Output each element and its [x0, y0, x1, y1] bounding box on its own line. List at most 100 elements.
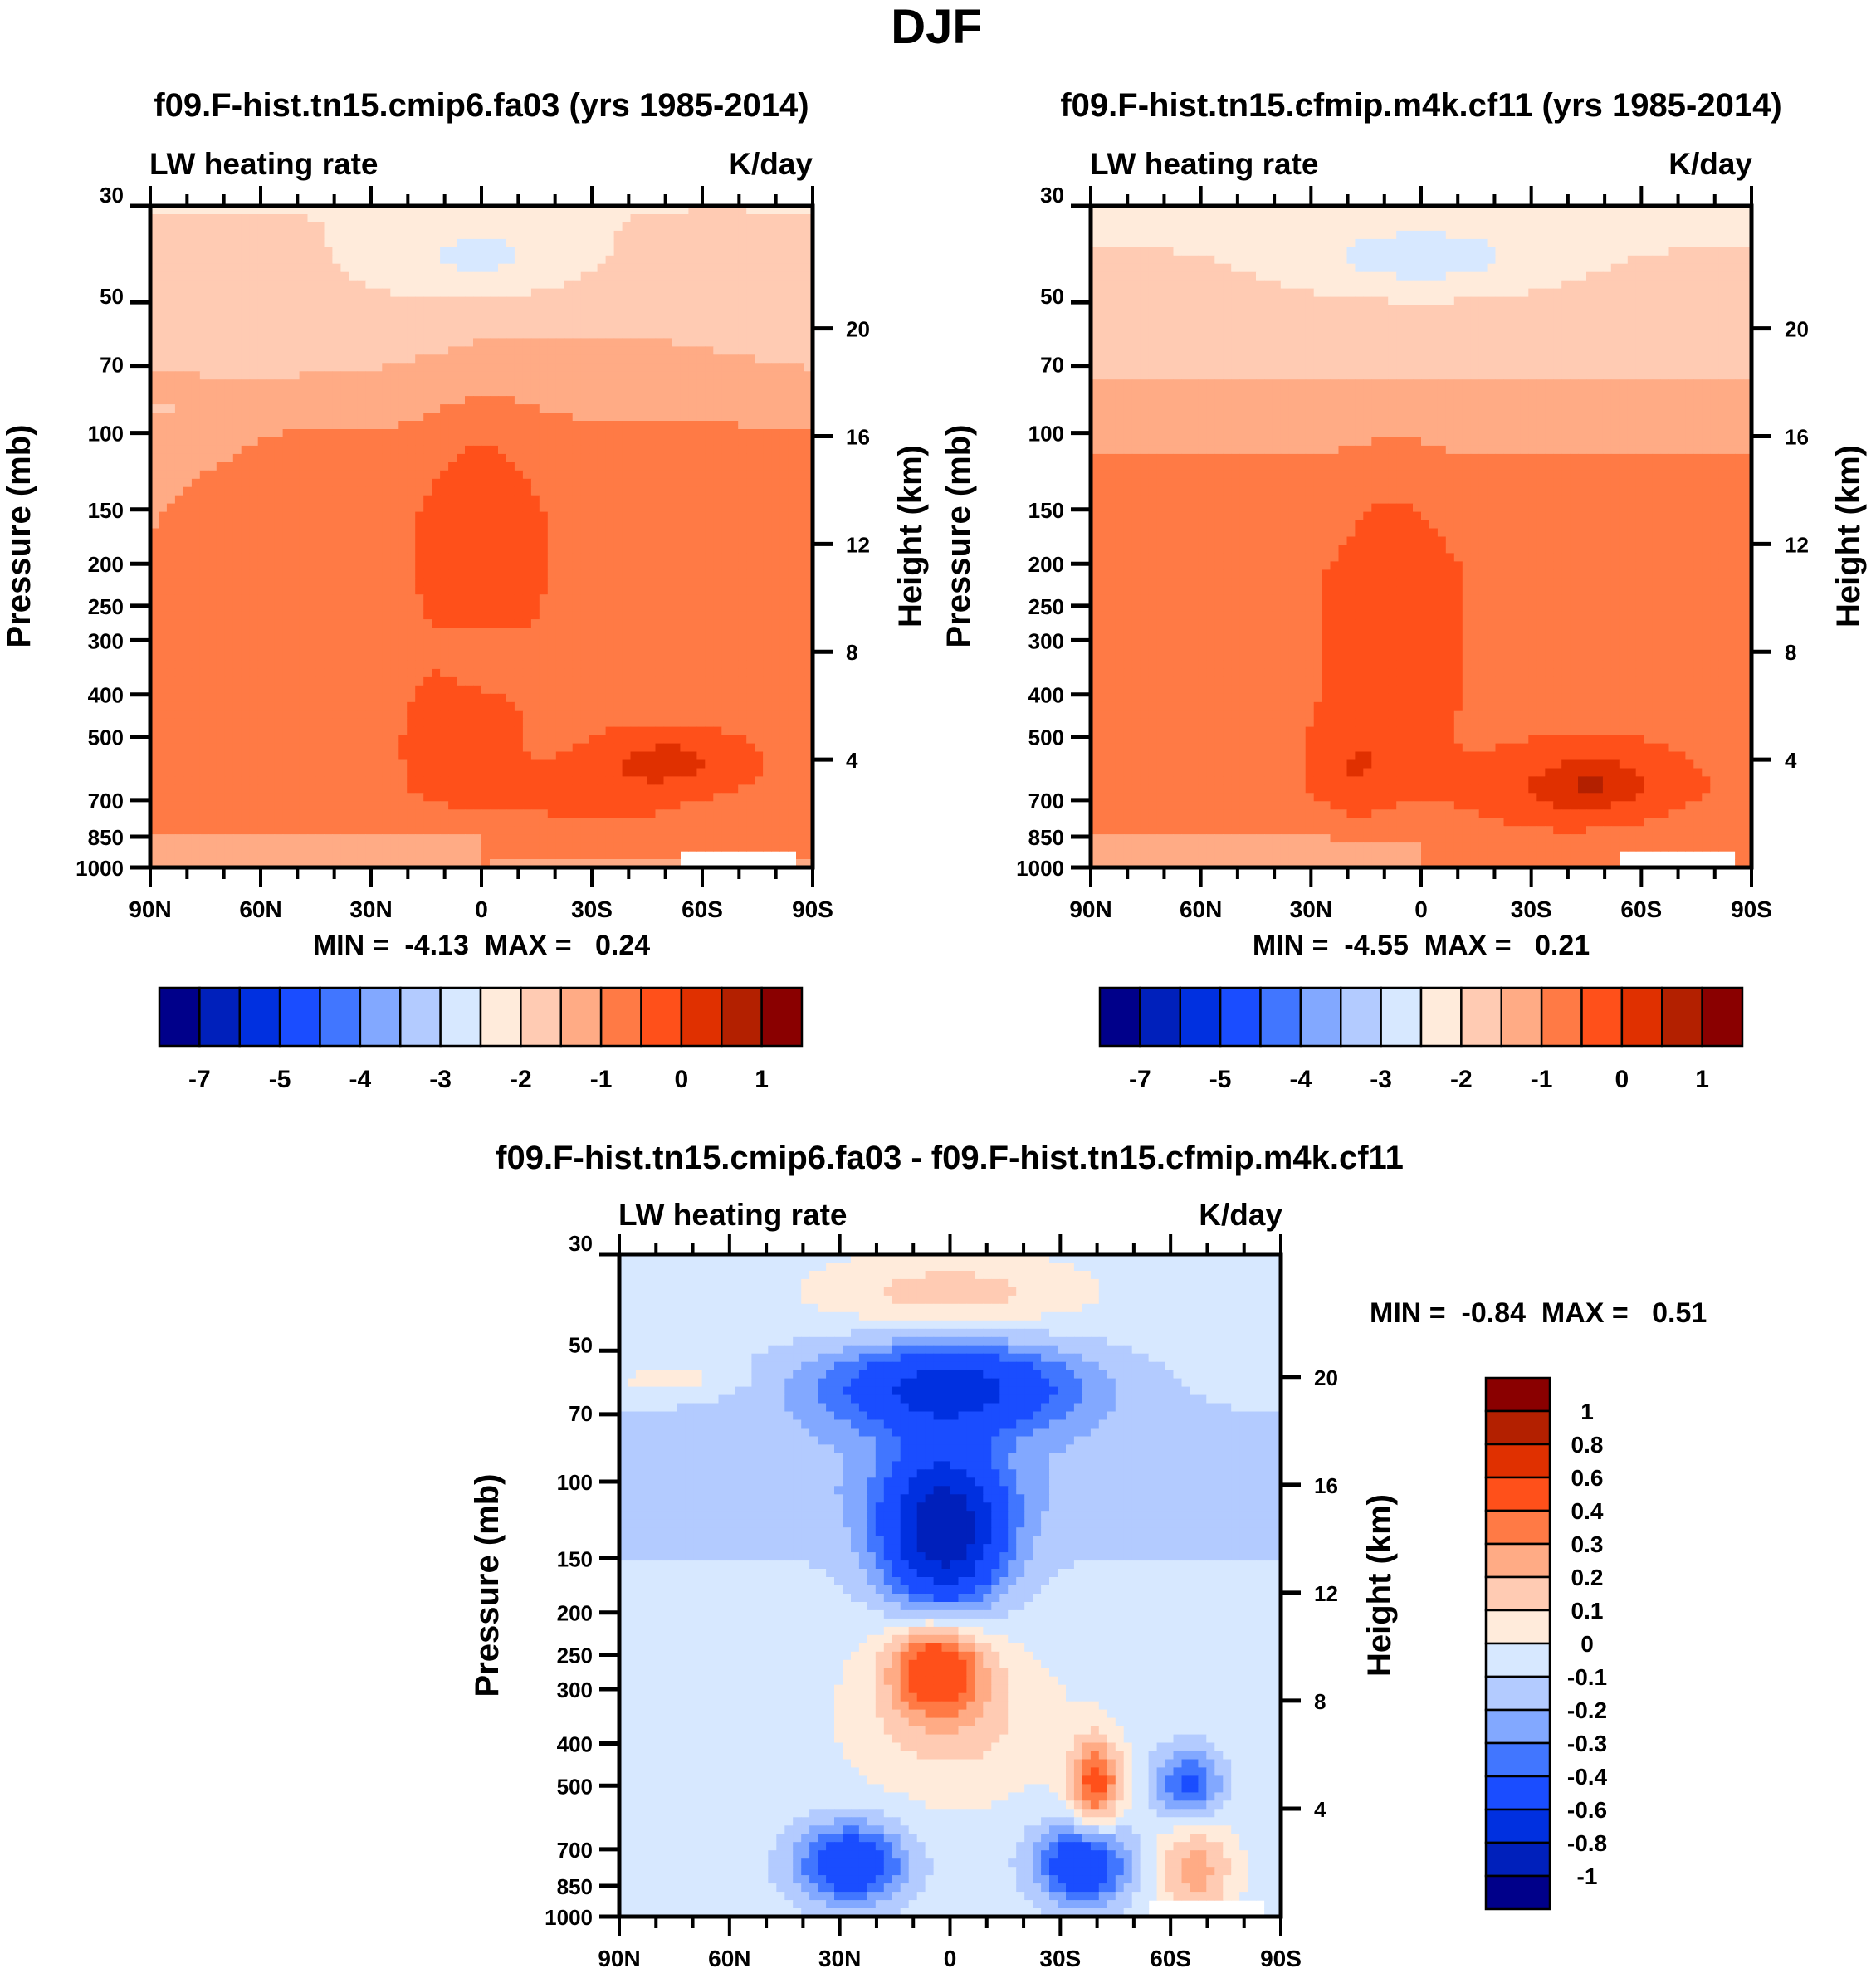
contour-cell	[647, 230, 657, 240]
contour-cell	[423, 346, 432, 355]
contour-cell	[150, 693, 159, 703]
contour-cell	[315, 288, 325, 298]
contour-cell	[340, 305, 349, 315]
contour-cell	[788, 644, 797, 653]
contour-cell	[473, 338, 482, 347]
contour-cell	[257, 388, 267, 397]
contour-cell	[680, 379, 689, 388]
contour-cell	[713, 495, 722, 505]
contour-cell	[150, 545, 159, 554]
contour-cell	[374, 214, 383, 223]
contour-cell	[199, 271, 209, 281]
contour-cell	[365, 413, 374, 422]
contour-cell	[216, 305, 226, 315]
contour-cell	[622, 396, 632, 405]
contour-cell	[804, 421, 813, 430]
contour-cell	[589, 238, 598, 248]
contour-cell	[448, 354, 457, 364]
contour-cell	[555, 321, 565, 331]
contour-cell	[390, 445, 399, 455]
contour-cell	[174, 255, 184, 265]
contour-cell	[423, 594, 432, 603]
contour-cell	[473, 536, 482, 546]
contour-cell	[249, 693, 259, 703]
contour-cell	[738, 676, 747, 686]
contour-cell	[721, 230, 730, 240]
contour-cell	[547, 693, 557, 703]
contour-cell	[755, 247, 764, 256]
contour-cell	[663, 503, 673, 513]
contour-cell	[506, 561, 515, 570]
contour-cell	[423, 313, 432, 323]
contour-cell	[622, 503, 632, 513]
contour-cell	[506, 668, 515, 678]
contour-cell	[804, 511, 813, 521]
contour-cell	[564, 520, 574, 530]
contour-cell	[473, 644, 482, 653]
contour-cell	[266, 388, 276, 397]
contour-cell	[357, 495, 366, 505]
contour-cell	[506, 660, 515, 670]
contour-cell	[216, 222, 226, 232]
contour-cell	[315, 296, 325, 306]
contour-cell	[183, 718, 193, 728]
contour-cell	[332, 222, 341, 232]
contour-cell	[555, 503, 565, 513]
contour-cell	[241, 371, 251, 380]
contour-cell	[738, 561, 747, 570]
contour-cell	[638, 230, 648, 240]
contour-cell	[415, 263, 424, 273]
contour-cell	[432, 511, 441, 521]
contour-cell	[589, 660, 598, 670]
contour-cell	[490, 611, 499, 620]
contour-cell	[530, 437, 540, 447]
contour-cell	[191, 594, 201, 603]
contour-cell	[457, 495, 466, 505]
contour-cell	[457, 230, 466, 240]
contour-cell	[688, 536, 697, 546]
contour-cell	[746, 388, 755, 397]
contour-cell	[622, 429, 632, 438]
contour-cell	[241, 578, 251, 587]
contour-cell	[796, 429, 805, 438]
contour-cell	[638, 222, 648, 232]
contour-cell	[398, 660, 408, 670]
contour-cell	[448, 404, 457, 413]
contour-cell	[746, 338, 755, 347]
contour-cell	[630, 553, 640, 562]
contour-cell	[796, 280, 805, 290]
contour-cell	[150, 536, 159, 546]
contour-cell	[216, 652, 226, 662]
contour-cell	[241, 644, 251, 653]
contour-cell	[539, 660, 549, 670]
contour-cell	[597, 321, 607, 331]
contour-cell	[514, 676, 524, 686]
contour-cell	[730, 421, 739, 430]
contour-cell	[738, 503, 747, 513]
contour-cell	[423, 495, 432, 505]
figure-title: DJF	[891, 0, 982, 54]
contour-cell	[324, 255, 334, 265]
contour-cell	[440, 578, 449, 587]
contour-cell	[564, 676, 574, 686]
contour-cell	[763, 693, 772, 703]
contour-cell	[332, 578, 341, 587]
contour-cell	[415, 569, 424, 579]
contour-cell	[208, 338, 217, 347]
contour-cell	[332, 330, 341, 339]
contour-cell	[299, 288, 309, 298]
contour-cell	[530, 413, 540, 422]
contour-cell	[522, 437, 532, 447]
contour-cell	[589, 330, 598, 339]
contour-cell	[539, 676, 549, 686]
contour-cell	[555, 296, 565, 306]
contour-cell	[291, 305, 300, 315]
contour-cell	[630, 230, 640, 240]
contour-cell	[638, 594, 648, 603]
contour-cell	[771, 222, 780, 232]
contour-cell	[746, 206, 755, 215]
contour-cell	[771, 255, 780, 265]
contour-cell	[622, 305, 632, 315]
contour-cell	[522, 445, 532, 455]
contour-cell	[266, 470, 276, 480]
